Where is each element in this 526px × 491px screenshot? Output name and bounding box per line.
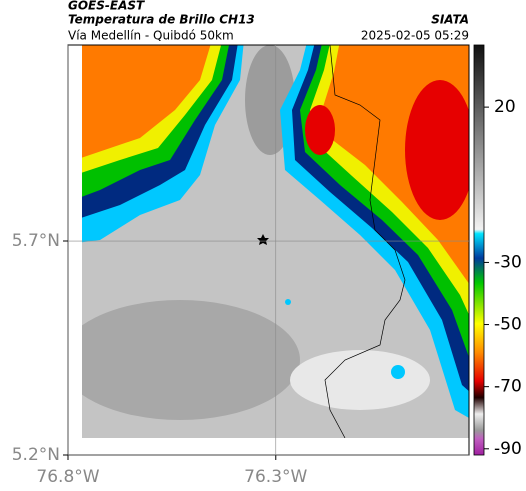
colorbar-tick-label: -90 <box>494 439 522 459</box>
x-tick-label: 76.8°W <box>36 467 99 487</box>
colorbar-tick-label: 20 <box>494 97 516 117</box>
cold-top-west <box>82 45 244 243</box>
product: Temperatura de Brillo CH13 <box>68 13 255 27</box>
source: SIATA <box>431 13 469 27</box>
satellite: GOES-EAST <box>68 0 145 13</box>
y-tick-label: 5.2°N <box>12 445 60 465</box>
cloud-texture <box>290 350 430 410</box>
colorbar-tick-label: -50 <box>494 315 522 335</box>
y-tick-label: 5.7°N <box>12 231 60 251</box>
cloud-texture <box>82 300 300 420</box>
cold-cell <box>285 299 291 305</box>
imagery <box>82 45 469 438</box>
x-tick-label: 76.3°W <box>244 467 307 487</box>
colorbar-tick-label: -30 <box>494 252 522 272</box>
boundary <box>324 45 406 438</box>
route: Vía Medellín - Quibdó 50km <box>68 29 234 43</box>
cold-top-east <box>280 45 469 418</box>
colorbar <box>473 44 485 456</box>
datetime: 2025-02-05 05:29 <box>361 29 469 43</box>
cold-cell <box>391 365 405 379</box>
colorbar-tick-label: -70 <box>494 377 522 397</box>
location-marker <box>257 234 269 245</box>
